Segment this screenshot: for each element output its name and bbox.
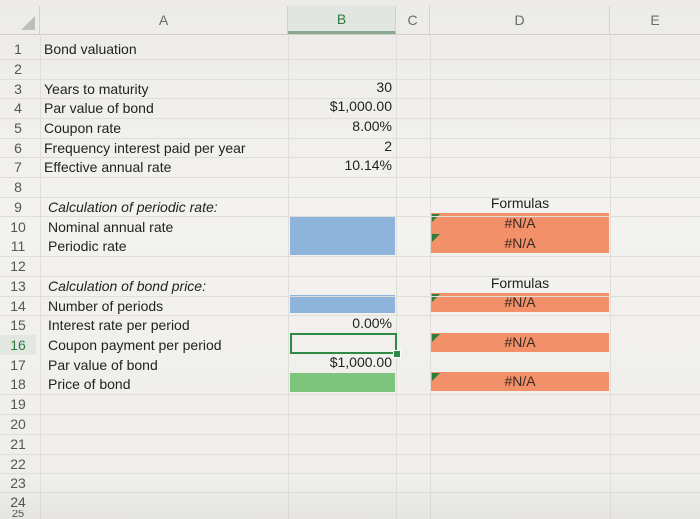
cell-b4[interactable]: $1,000.00 (329, 98, 392, 114)
column-header-d[interactable]: D (430, 6, 610, 34)
row-header-10[interactable]: 10 (10, 219, 26, 235)
column-header-c[interactable]: C (396, 6, 430, 34)
row-header-12[interactable]: 12 (10, 258, 26, 274)
row-header-19[interactable]: 19 (10, 396, 26, 412)
grid-line (0, 177, 700, 178)
row-header-15[interactable]: 15 (10, 317, 26, 333)
column-header-b[interactable]: B (288, 6, 396, 34)
cell-b3[interactable]: 30 (376, 79, 392, 95)
cell-a11[interactable]: Periodic rate (48, 238, 127, 254)
cell-a1[interactable]: Bond valuation (44, 41, 137, 57)
row-header-1[interactable]: 1 (14, 41, 22, 57)
row-header-5[interactable]: 5 (14, 120, 22, 136)
grid-line (0, 98, 700, 99)
grid-line (0, 79, 700, 80)
cell-a3[interactable]: Years to maturity (44, 81, 149, 97)
grid-line (0, 394, 700, 395)
grid-line (0, 414, 700, 415)
cell-a6[interactable]: Frequency interest paid per year (44, 140, 246, 156)
row-header-3[interactable]: 3 (14, 81, 22, 97)
cell-d13[interactable]: Formulas (490, 275, 550, 291)
cell-a16[interactable]: Coupon payment per period (48, 337, 222, 353)
input-cell-b10-b11[interactable] (290, 217, 395, 255)
grid-line (0, 138, 700, 139)
formula-cell-d10-d11[interactable] (431, 213, 609, 253)
grid-line (0, 59, 700, 60)
row-header-8[interactable]: 8 (14, 179, 22, 195)
cell-a17[interactable]: Par value of bond (48, 357, 158, 373)
select-all-icon (21, 16, 35, 30)
grid-line (0, 473, 700, 474)
row-header-25[interactable]: 25 (11, 510, 25, 519)
cell-d16[interactable]: #N/A (504, 334, 536, 350)
formula-cell-d16[interactable] (431, 333, 609, 352)
column-header-a[interactable]: A (40, 6, 288, 34)
grid-line (0, 256, 700, 257)
error-indicator-icon (432, 373, 440, 381)
row-header-22[interactable]: 22 (10, 456, 26, 472)
input-cell-b14[interactable] (290, 295, 395, 313)
row-header-20[interactable]: 20 (10, 416, 26, 432)
cell-b17[interactable]: $1,000.00 (329, 354, 392, 370)
row-header-14[interactable]: 14 (10, 298, 26, 314)
cell-a10[interactable]: Nominal annual rate (48, 219, 174, 235)
row-header-16[interactable]: 16 (0, 335, 36, 355)
cell-d9[interactable]: Formulas (490, 195, 550, 211)
row-header-6[interactable]: 6 (14, 140, 22, 156)
grid-line (0, 434, 700, 435)
grid-line (0, 492, 700, 493)
cell-b6[interactable]: 2 (384, 138, 392, 154)
grid-line (0, 454, 700, 455)
cell-a14[interactable]: Number of periods (48, 298, 164, 314)
cell-a18[interactable]: Price of bond (48, 376, 131, 392)
grid-line (0, 315, 700, 316)
row-header-18[interactable]: 18 (10, 376, 26, 392)
row-header-11[interactable]: 11 (10, 238, 26, 254)
grid-line (0, 157, 700, 158)
formula-cell-d18[interactable] (431, 372, 609, 391)
cell-a13[interactable]: Calculation of bond price: (48, 278, 206, 294)
error-indicator-icon (432, 334, 440, 342)
row-header-21[interactable]: 21 (10, 436, 26, 452)
cell-a9[interactable]: Calculation of periodic rate: (48, 199, 218, 215)
row-header-9[interactable]: 9 (14, 199, 22, 215)
row-header-2[interactable]: 2 (14, 61, 22, 77)
grid-line (0, 276, 700, 277)
selected-cell-b16[interactable] (290, 333, 397, 354)
grid-line (0, 197, 700, 198)
formula-cell-d14[interactable] (431, 293, 609, 312)
cell-d10[interactable]: #N/A (504, 215, 536, 231)
cell-d14[interactable]: #N/A (504, 294, 536, 310)
grid-line (0, 216, 700, 217)
cell-b7[interactable]: 10.14% (344, 157, 392, 173)
select-all-corner[interactable] (0, 6, 40, 34)
grid-line (0, 118, 700, 119)
header-divider (0, 34, 700, 35)
error-indicator-icon (432, 294, 440, 302)
grid-line (0, 296, 700, 297)
row-header-13[interactable]: 13 (10, 278, 26, 294)
error-indicator-icon (432, 234, 440, 242)
row-header-7[interactable]: 7 (14, 159, 22, 175)
row-header-4[interactable]: 4 (14, 100, 22, 116)
row-header-23[interactable]: 23 (10, 475, 26, 491)
cell-d11[interactable]: #N/A (504, 235, 536, 251)
cell-a4[interactable]: Par value of bond (44, 100, 154, 116)
error-indicator-icon (432, 214, 440, 222)
photo-shading (0, 479, 700, 519)
fill-handle[interactable] (393, 350, 401, 358)
cell-b5[interactable]: 8.00% (352, 118, 392, 134)
cell-a5[interactable]: Coupon rate (44, 120, 122, 136)
result-cell-b18[interactable] (290, 373, 395, 392)
cell-b15[interactable]: 0.00% (352, 315, 392, 331)
cell-d18[interactable]: #N/A (504, 373, 536, 389)
row-header-24[interactable]: 24 (10, 494, 26, 510)
column-header-e[interactable]: E (650, 12, 660, 28)
cell-a15[interactable]: Interest rate per period (48, 317, 190, 333)
cell-a7[interactable]: Effective annual rate (44, 159, 172, 175)
row-header-17[interactable]: 17 (10, 357, 26, 373)
